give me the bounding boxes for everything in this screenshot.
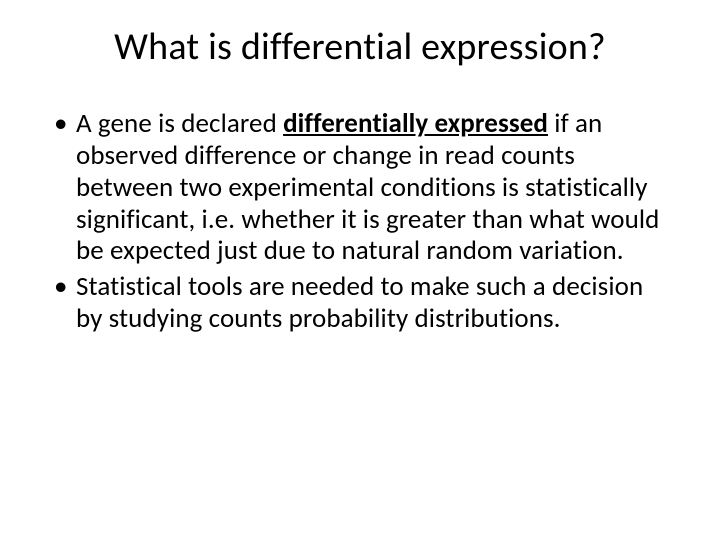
slide-body: • A gene is declared differentially expr…	[50, 108, 670, 335]
bullet-item: • A gene is declared differentially expr…	[76, 108, 666, 267]
bullet-text-prefix: A gene is declared	[76, 107, 283, 140]
slide-container: What is differential expression? • A gen…	[0, 0, 720, 540]
bullet-text-prefix: Statistical tools are needed to make suc…	[76, 270, 643, 335]
bullet-marker: •	[54, 108, 68, 140]
bullet-text-emphasis: differentially expressed	[283, 107, 548, 140]
bullet-marker: •	[54, 271, 68, 303]
bullet-item: • Statistical tools are needed to make s…	[76, 271, 666, 335]
slide-title: What is differential expression?	[50, 24, 670, 70]
